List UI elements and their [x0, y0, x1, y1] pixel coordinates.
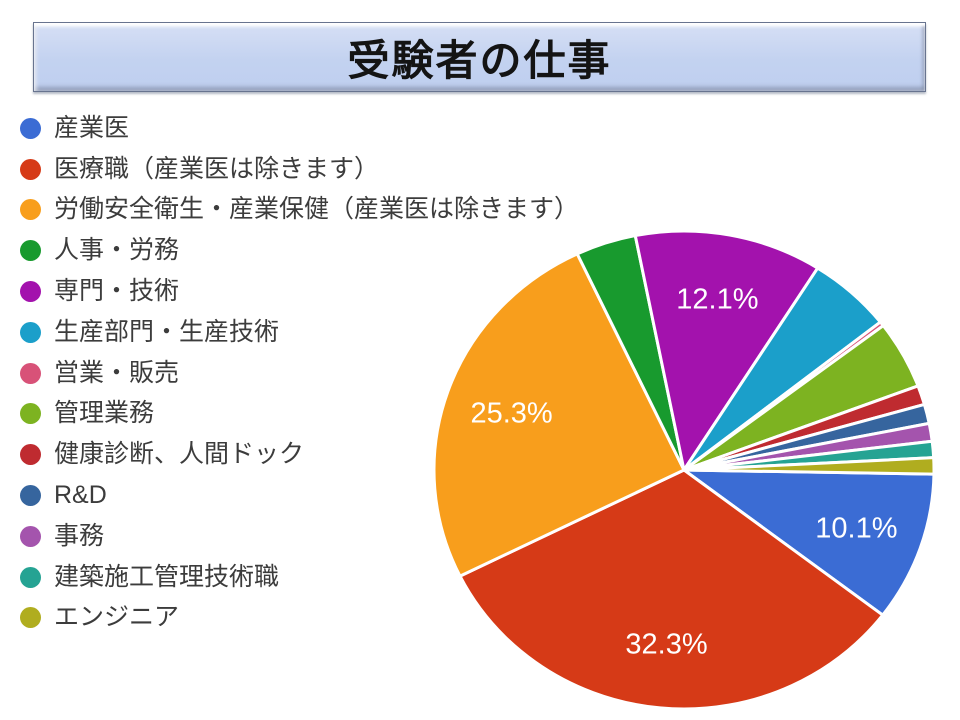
- legend-item: エンジニア: [20, 598, 579, 639]
- legend-swatch-icon: [20, 485, 41, 507]
- legend-swatch-icon: [20, 444, 41, 466]
- chart-legend: 産業医医療職（産業医は除きます） 労働安全衛生・産業保健（産業医は除きます） 人事・…: [20, 108, 579, 638]
- legend-item: 営業・販売: [20, 353, 579, 394]
- legend-label: エンジニア: [54, 603, 180, 632]
- pie-slice-percentage-label: 12.1%: [676, 284, 758, 316]
- pie-slice-percentage-label: 25.3%: [470, 398, 552, 430]
- legend-swatch-icon: [20, 362, 41, 384]
- legend-swatch-icon: [20, 525, 41, 547]
- legend-swatch-icon: [20, 321, 41, 343]
- pie-slice: [682, 456, 936, 476]
- slide-title-banner: 受験者の仕事: [33, 22, 926, 92]
- legend-swatch-icon: [20, 566, 41, 588]
- legend-swatch-icon: [20, 199, 41, 221]
- pie-slice: [682, 468, 936, 617]
- legend-swatch-icon: [20, 607, 41, 629]
- legend-label: 管理業務: [54, 399, 155, 428]
- legend-label: 事務: [54, 521, 105, 550]
- legend-swatch-icon: [20, 240, 41, 262]
- legend-item: 管理業務: [20, 394, 579, 435]
- legend-label: 建築施工管理技術職: [54, 562, 280, 591]
- legend-label: 労働安全衛生・産業保健（産業医は除きます）: [54, 195, 580, 224]
- legend-label: 医療職（産業医は除きます）: [54, 154, 380, 183]
- legend-label: 営業・販売: [54, 358, 180, 387]
- legend-label: 産業医: [54, 113, 130, 142]
- legend-item: 労働安全衛生・産業保健（産業医は除きます）: [20, 190, 579, 231]
- legend-item: 専門・技術: [20, 271, 579, 312]
- legend-swatch-icon: [20, 158, 41, 180]
- legend-label: 専門・技術: [54, 277, 180, 306]
- slide-title: 受験者の仕事: [347, 36, 612, 84]
- legend-swatch-icon: [20, 117, 41, 139]
- pie-slice-percentage-label: 10.1%: [815, 512, 897, 544]
- legend-item: 事務: [20, 516, 579, 557]
- legend-item: 建築施工管理技術職: [20, 557, 579, 598]
- pie-slice: [458, 468, 885, 711]
- legend-swatch-icon: [20, 281, 41, 303]
- legend-item: 人事・労務: [20, 230, 579, 271]
- legend-swatch-icon: [20, 403, 41, 425]
- legend-label: 生産部門・生産技術: [54, 317, 280, 346]
- pie-slice: [633, 229, 820, 472]
- legend-label: 人事・労務: [54, 236, 180, 265]
- legend-item: 生産部門・生産技術: [20, 312, 579, 353]
- legend-label: 健康診断、人間ドック: [54, 440, 305, 469]
- pie-slice: [432, 252, 686, 578]
- pie-slice-percentage-label: 32.3%: [625, 629, 707, 661]
- legend-item: R&D: [20, 475, 579, 516]
- legend-item: 医療職（産業医は除きます）: [20, 149, 579, 190]
- legend-item: 産業医: [20, 108, 579, 149]
- legend-item: 健康診断、人間ドック: [20, 434, 579, 475]
- legend-label: R&D: [54, 481, 107, 510]
